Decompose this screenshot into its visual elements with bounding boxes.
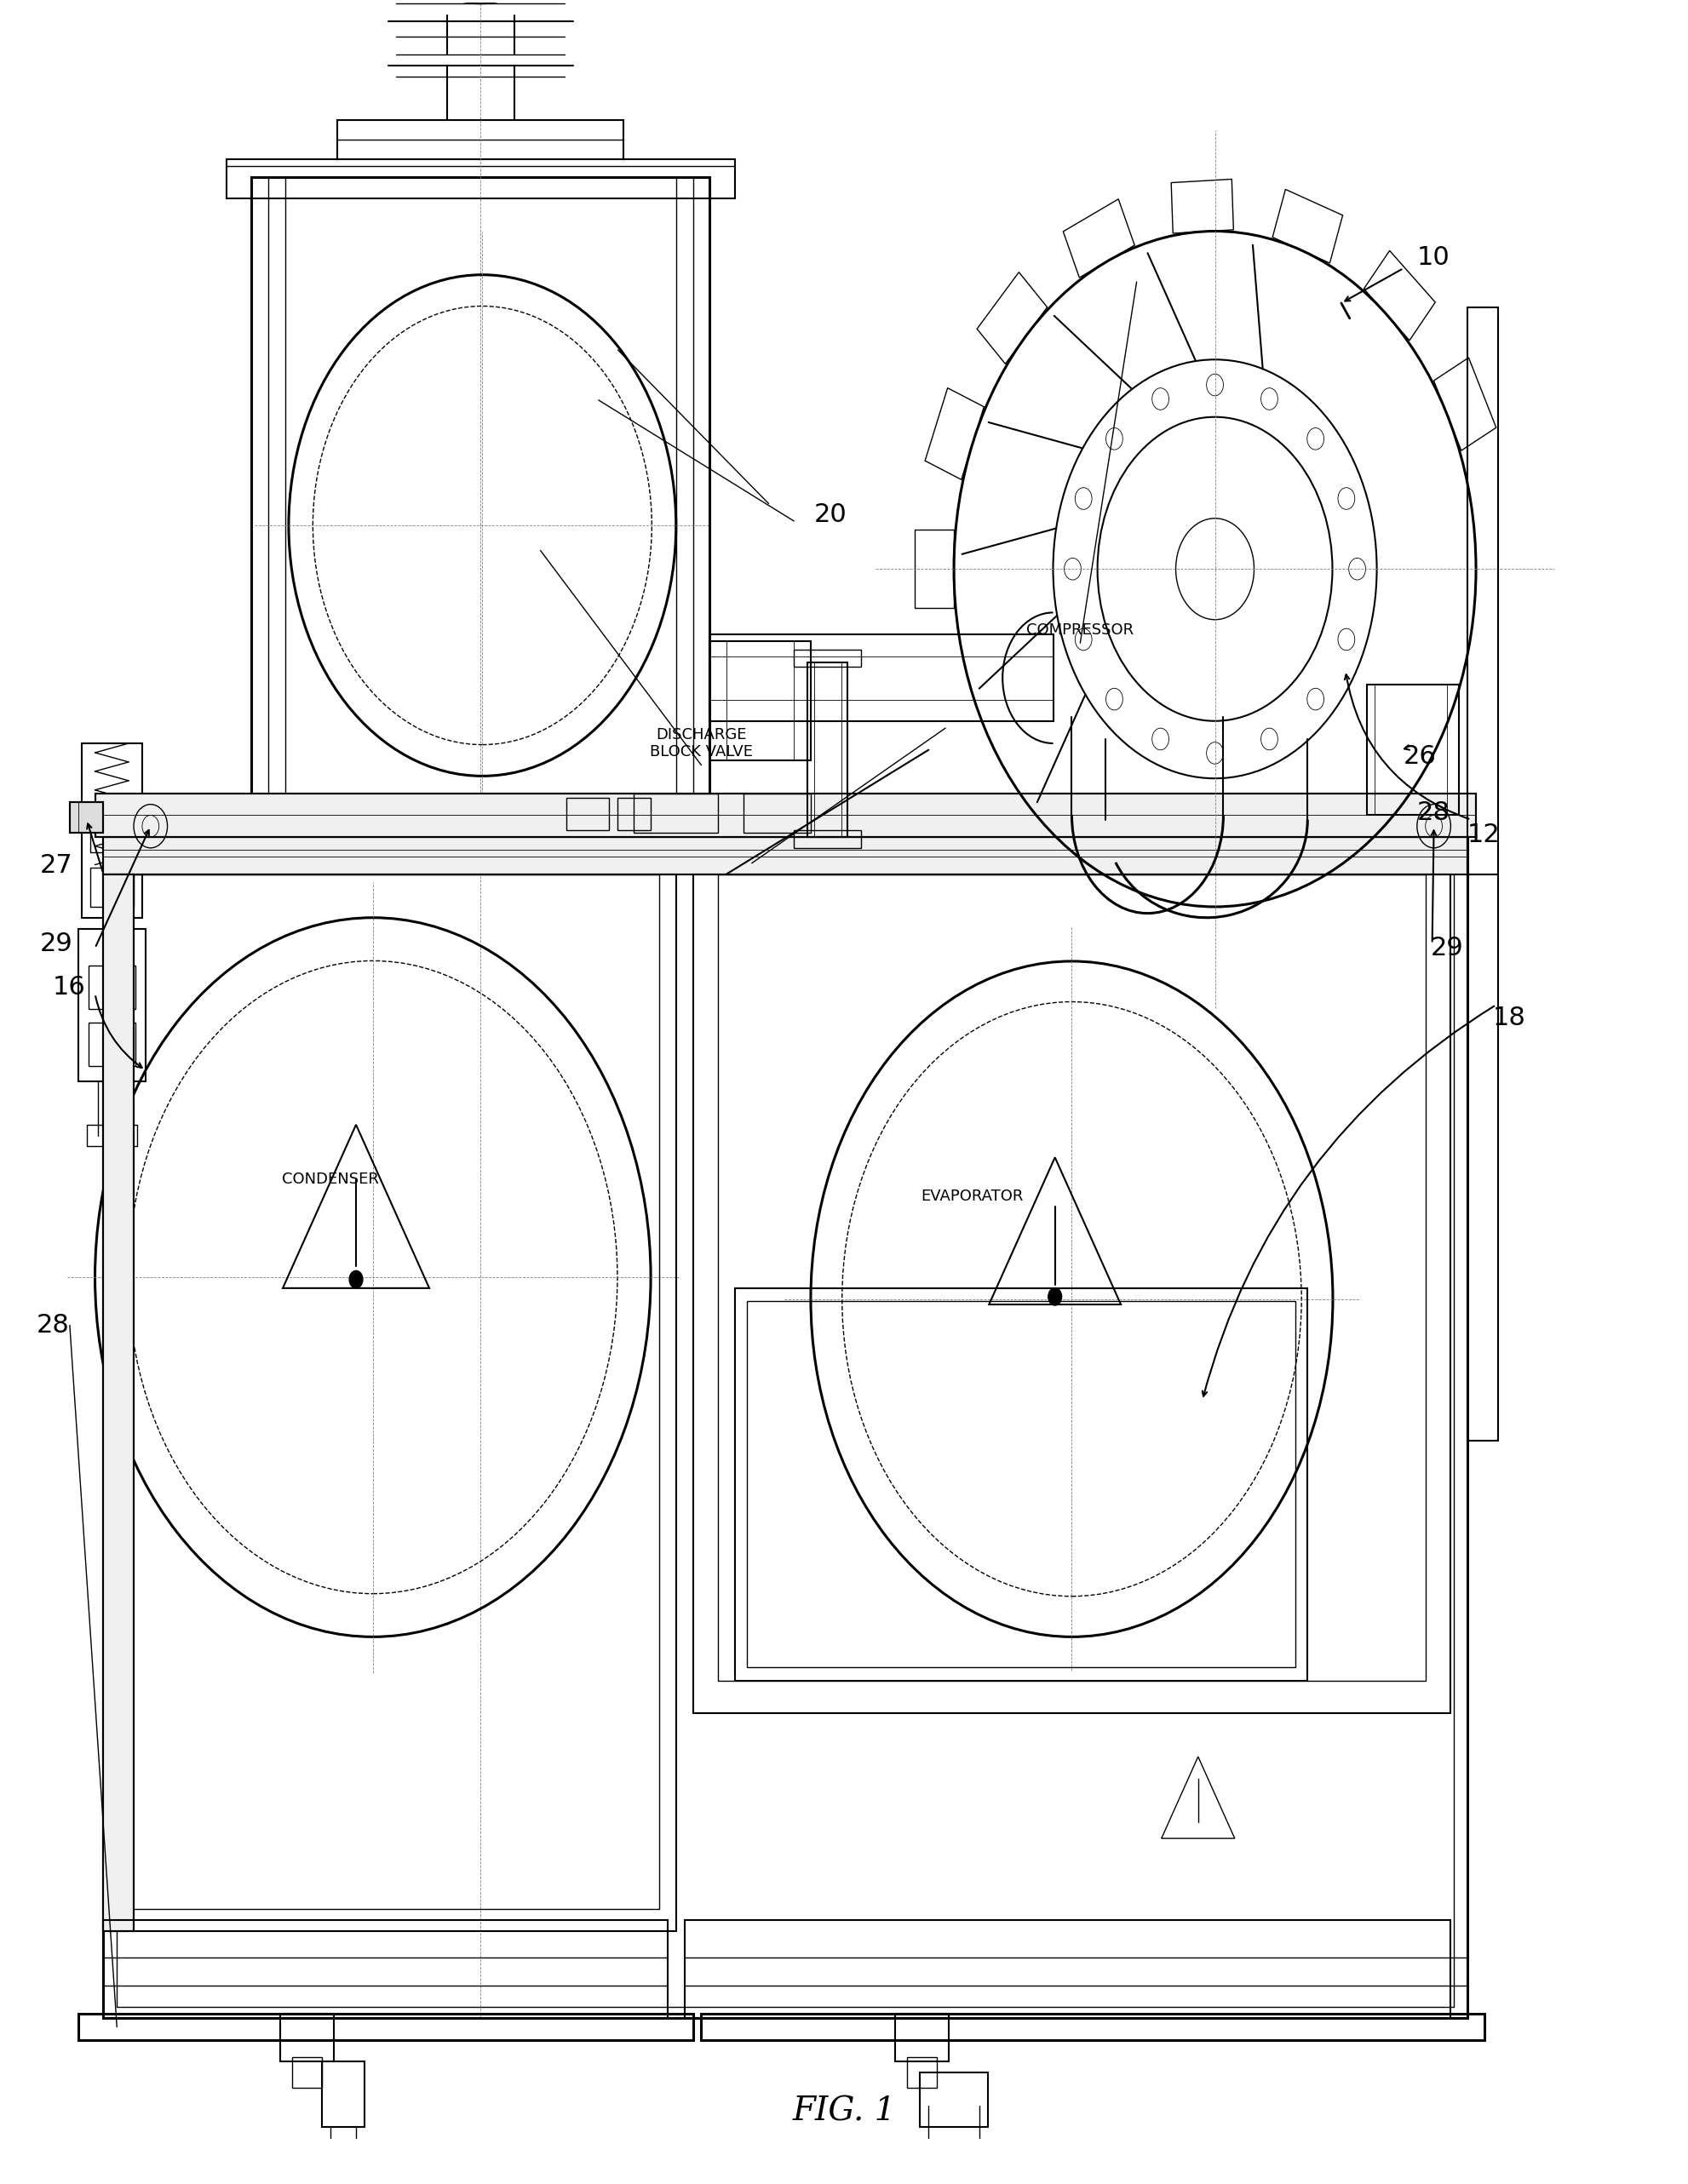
Text: 18: 18 (1492, 1005, 1526, 1031)
Bar (103, 1920, 667, 2018)
Bar (128, 874, 658, 1909)
Text: 29: 29 (1430, 935, 1463, 961)
Bar (692, 874, 1450, 1712)
Bar (1366, 684, 1458, 815)
Bar (235, 830, 726, 856)
Text: 16: 16 (52, 974, 86, 1000)
Bar (709, 633, 1053, 721)
Bar (116, 841, 1453, 2007)
Text: 10: 10 (1416, 245, 1450, 269)
Bar (717, 874, 1425, 1679)
Bar (103, 836, 1467, 874)
Bar (709, 640, 810, 760)
Bar (111, 874, 675, 1931)
Bar (268, 177, 692, 830)
Bar (793, 830, 861, 847)
Bar (103, 836, 1467, 874)
Text: EVAPORATOR: EVAPORATOR (920, 1188, 1023, 1203)
Bar (565, 797, 608, 830)
Text: 27: 27 (39, 854, 73, 878)
Text: 28: 28 (1416, 802, 1450, 826)
Bar (69, 802, 103, 832)
Bar (906, 2057, 937, 2088)
Bar (807, 662, 847, 836)
Bar (69, 802, 103, 832)
Bar (743, 793, 810, 832)
Bar (920, 2073, 987, 2127)
Bar (78, 928, 145, 1081)
Bar (616, 797, 650, 830)
Bar (89, 867, 133, 906)
Bar (701, 2014, 1484, 2040)
Text: DISCHARGE
BLOCK VALVE: DISCHARGE BLOCK VALVE (650, 727, 753, 760)
Bar (95, 793, 1475, 836)
Bar (280, 2014, 334, 2062)
Bar (292, 2057, 322, 2088)
Text: CONDENSER: CONDENSER (282, 1171, 380, 1186)
Bar (1467, 308, 1497, 874)
Bar (252, 177, 709, 830)
Text: 26: 26 (1403, 745, 1436, 769)
Bar (633, 793, 717, 832)
Bar (322, 2062, 365, 2127)
Bar (89, 812, 133, 852)
Bar (734, 1289, 1307, 1679)
Bar (338, 120, 623, 159)
Bar (103, 874, 133, 1931)
Bar (81, 743, 142, 917)
Circle shape (349, 1271, 363, 1289)
Bar (103, 830, 1467, 2018)
Bar (895, 2014, 949, 2062)
Bar (746, 1302, 1295, 1666)
Bar (78, 2014, 692, 2040)
Text: FIG. 1: FIG. 1 (792, 2097, 896, 2127)
Text: 28: 28 (35, 1313, 69, 1337)
Text: 12: 12 (1467, 823, 1501, 847)
Bar (103, 874, 133, 1931)
Bar (88, 965, 135, 1009)
Text: COMPRESSOR: COMPRESSOR (1026, 622, 1133, 638)
Bar (684, 1920, 1450, 2018)
Bar (86, 1125, 137, 1147)
Bar (793, 649, 861, 666)
Bar (95, 793, 1475, 836)
Bar (88, 1022, 135, 1066)
Text: 20: 20 (814, 502, 847, 526)
Bar (226, 159, 734, 199)
Circle shape (1048, 1289, 1062, 1306)
Bar (1467, 874, 1497, 1441)
Text: 29: 29 (39, 930, 73, 957)
